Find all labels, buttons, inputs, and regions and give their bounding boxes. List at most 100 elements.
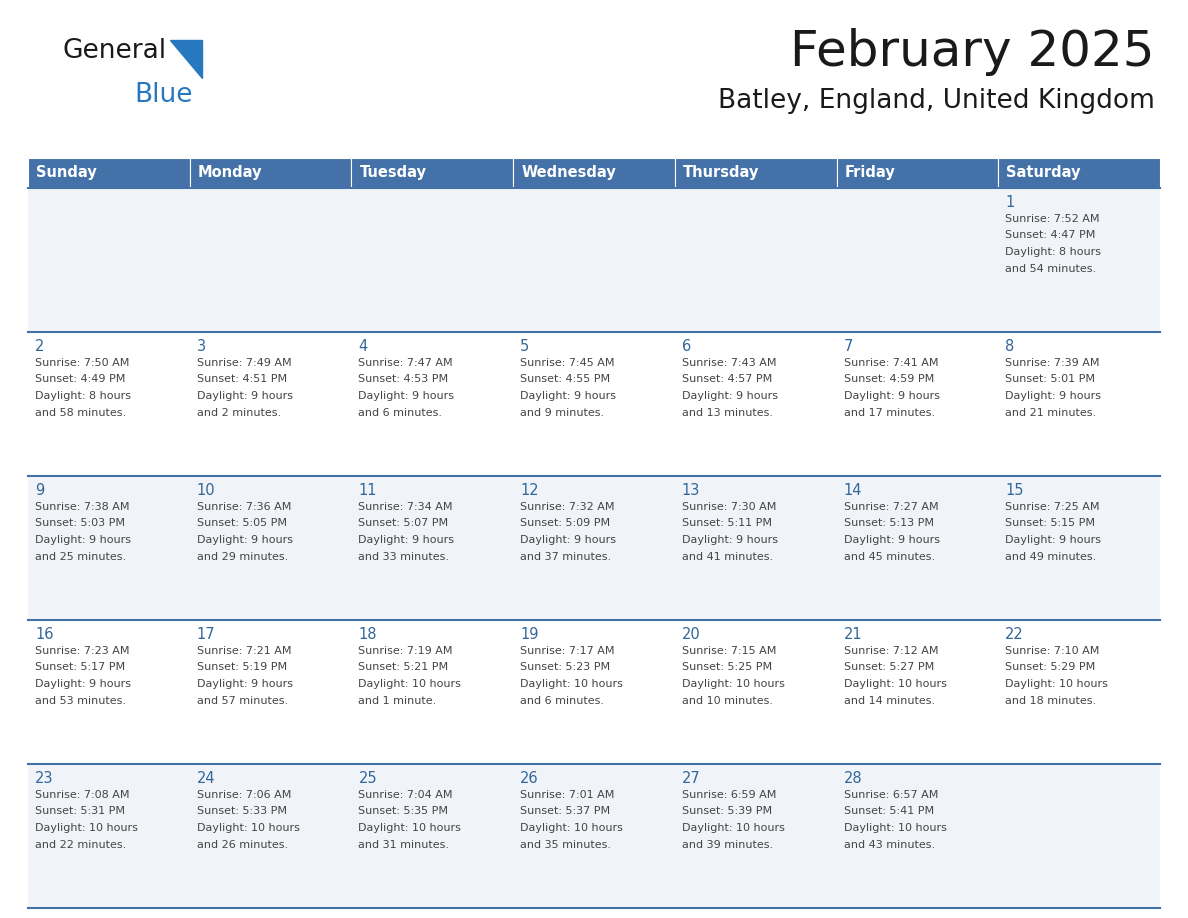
Text: Sunset: 5:01 PM: Sunset: 5:01 PM — [1005, 375, 1095, 385]
Text: Daylight: 10 hours: Daylight: 10 hours — [34, 823, 138, 833]
Text: and 1 minute.: and 1 minute. — [359, 696, 437, 706]
Text: Daylight: 9 hours: Daylight: 9 hours — [359, 391, 455, 401]
Text: Sunset: 5:37 PM: Sunset: 5:37 PM — [520, 807, 611, 816]
Text: Sunrise: 7:01 AM: Sunrise: 7:01 AM — [520, 790, 614, 800]
Text: 23: 23 — [34, 771, 53, 786]
Text: Sunrise: 7:21 AM: Sunrise: 7:21 AM — [197, 646, 291, 656]
Text: Sunset: 5:25 PM: Sunset: 5:25 PM — [682, 663, 772, 673]
Text: and 49 minutes.: and 49 minutes. — [1005, 552, 1097, 562]
Text: and 37 minutes.: and 37 minutes. — [520, 552, 612, 562]
Text: and 2 minutes.: and 2 minutes. — [197, 408, 280, 418]
Text: Sunrise: 7:50 AM: Sunrise: 7:50 AM — [34, 358, 129, 368]
Bar — [29, 476, 1159, 620]
Text: Saturday: Saturday — [1006, 165, 1081, 181]
Text: Sunset: 5:05 PM: Sunset: 5:05 PM — [197, 519, 286, 529]
Text: Daylight: 10 hours: Daylight: 10 hours — [1005, 679, 1108, 689]
Text: Sunrise: 7:27 AM: Sunrise: 7:27 AM — [843, 502, 939, 512]
Text: and 58 minutes.: and 58 minutes. — [34, 408, 126, 418]
Text: and 29 minutes.: and 29 minutes. — [197, 552, 287, 562]
Bar — [29, 158, 190, 188]
Bar — [675, 158, 836, 188]
Text: Sunrise: 7:17 AM: Sunrise: 7:17 AM — [520, 646, 614, 656]
Text: Sunset: 4:49 PM: Sunset: 4:49 PM — [34, 375, 126, 385]
Text: Sunset: 5:23 PM: Sunset: 5:23 PM — [520, 663, 611, 673]
Text: Daylight: 8 hours: Daylight: 8 hours — [1005, 247, 1101, 257]
Text: 25: 25 — [359, 771, 377, 786]
Text: Daylight: 8 hours: Daylight: 8 hours — [34, 391, 131, 401]
Text: Monday: Monday — [197, 165, 263, 181]
Text: Thursday: Thursday — [683, 165, 759, 181]
Text: Daylight: 10 hours: Daylight: 10 hours — [197, 823, 299, 833]
Text: 17: 17 — [197, 627, 215, 642]
Text: Daylight: 9 hours: Daylight: 9 hours — [197, 679, 292, 689]
Text: 24: 24 — [197, 771, 215, 786]
Text: Sunrise: 7:19 AM: Sunrise: 7:19 AM — [359, 646, 453, 656]
Text: Sunset: 5:03 PM: Sunset: 5:03 PM — [34, 519, 125, 529]
Text: Daylight: 10 hours: Daylight: 10 hours — [843, 679, 947, 689]
Text: and 22 minutes.: and 22 minutes. — [34, 839, 126, 849]
Text: and 43 minutes.: and 43 minutes. — [843, 839, 935, 849]
Bar — [513, 158, 675, 188]
Text: Sunset: 5:15 PM: Sunset: 5:15 PM — [1005, 519, 1095, 529]
Text: Daylight: 9 hours: Daylight: 9 hours — [1005, 535, 1101, 545]
Text: and 33 minutes.: and 33 minutes. — [359, 552, 449, 562]
Text: 12: 12 — [520, 483, 539, 498]
Text: 4: 4 — [359, 339, 367, 354]
Text: 8: 8 — [1005, 339, 1015, 354]
Text: Sunset: 5:41 PM: Sunset: 5:41 PM — [843, 807, 934, 816]
Text: 18: 18 — [359, 627, 377, 642]
Text: Sunrise: 7:41 AM: Sunrise: 7:41 AM — [843, 358, 939, 368]
Text: Sunrise: 7:49 AM: Sunrise: 7:49 AM — [197, 358, 291, 368]
Text: 14: 14 — [843, 483, 862, 498]
Text: Sunset: 5:09 PM: Sunset: 5:09 PM — [520, 519, 611, 529]
Text: Sunset: 5:17 PM: Sunset: 5:17 PM — [34, 663, 125, 673]
Text: 13: 13 — [682, 483, 700, 498]
Bar — [29, 764, 1159, 908]
Text: 15: 15 — [1005, 483, 1024, 498]
Text: Daylight: 9 hours: Daylight: 9 hours — [359, 535, 455, 545]
Text: Friday: Friday — [845, 165, 896, 181]
Text: Sunday: Sunday — [36, 165, 96, 181]
Text: Sunrise: 7:47 AM: Sunrise: 7:47 AM — [359, 358, 453, 368]
Text: General: General — [62, 38, 166, 64]
Text: and 14 minutes.: and 14 minutes. — [843, 696, 935, 706]
Text: and 45 minutes.: and 45 minutes. — [843, 552, 935, 562]
Bar — [29, 332, 1159, 476]
Text: and 31 minutes.: and 31 minutes. — [359, 839, 449, 849]
Text: 20: 20 — [682, 627, 701, 642]
Text: Sunset: 4:53 PM: Sunset: 4:53 PM — [359, 375, 449, 385]
Text: Daylight: 10 hours: Daylight: 10 hours — [682, 823, 785, 833]
Text: and 53 minutes.: and 53 minutes. — [34, 696, 126, 706]
Text: Sunset: 5:31 PM: Sunset: 5:31 PM — [34, 807, 125, 816]
Text: Sunset: 5:27 PM: Sunset: 5:27 PM — [843, 663, 934, 673]
Text: 27: 27 — [682, 771, 701, 786]
Text: and 10 minutes.: and 10 minutes. — [682, 696, 773, 706]
Text: Sunrise: 7:34 AM: Sunrise: 7:34 AM — [359, 502, 453, 512]
Text: and 6 minutes.: and 6 minutes. — [359, 408, 442, 418]
Text: and 41 minutes.: and 41 minutes. — [682, 552, 773, 562]
Text: and 26 minutes.: and 26 minutes. — [197, 839, 287, 849]
Text: Daylight: 9 hours: Daylight: 9 hours — [197, 391, 292, 401]
Text: Sunrise: 7:32 AM: Sunrise: 7:32 AM — [520, 502, 614, 512]
Text: 2: 2 — [34, 339, 44, 354]
Text: Sunrise: 7:25 AM: Sunrise: 7:25 AM — [1005, 502, 1100, 512]
Text: Daylight: 9 hours: Daylight: 9 hours — [34, 679, 131, 689]
Polygon shape — [170, 40, 202, 78]
Text: 5: 5 — [520, 339, 530, 354]
Text: Sunset: 5:29 PM: Sunset: 5:29 PM — [1005, 663, 1095, 673]
Text: Sunrise: 7:39 AM: Sunrise: 7:39 AM — [1005, 358, 1100, 368]
Bar — [190, 158, 352, 188]
Text: and 57 minutes.: and 57 minutes. — [197, 696, 287, 706]
Text: Sunset: 5:19 PM: Sunset: 5:19 PM — [197, 663, 286, 673]
Text: Sunrise: 7:38 AM: Sunrise: 7:38 AM — [34, 502, 129, 512]
Text: 19: 19 — [520, 627, 538, 642]
Text: Daylight: 10 hours: Daylight: 10 hours — [359, 679, 461, 689]
Text: Daylight: 10 hours: Daylight: 10 hours — [520, 823, 623, 833]
Bar — [29, 188, 1159, 332]
Text: Daylight: 9 hours: Daylight: 9 hours — [1005, 391, 1101, 401]
Text: 28: 28 — [843, 771, 862, 786]
Text: and 39 minutes.: and 39 minutes. — [682, 839, 773, 849]
Text: Sunset: 4:47 PM: Sunset: 4:47 PM — [1005, 230, 1095, 241]
Text: Daylight: 9 hours: Daylight: 9 hours — [197, 535, 292, 545]
Text: Sunset: 5:11 PM: Sunset: 5:11 PM — [682, 519, 772, 529]
